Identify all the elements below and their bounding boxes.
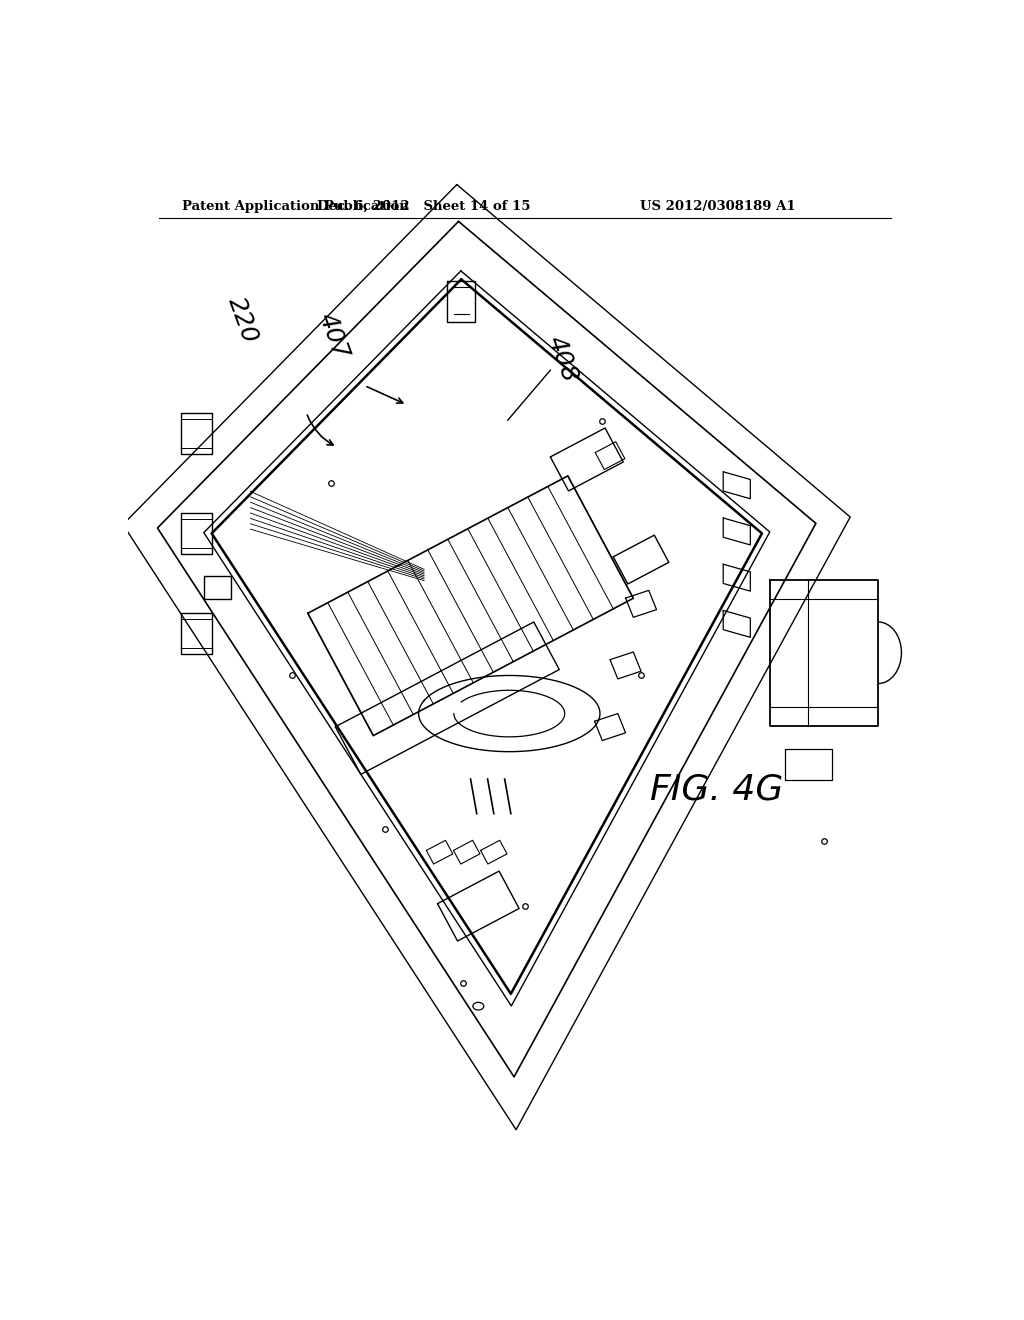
- Text: 408: 408: [543, 333, 582, 385]
- Text: Patent Application Publication: Patent Application Publication: [182, 199, 409, 213]
- Text: FIG. 4G: FIG. 4G: [650, 772, 783, 807]
- Text: US 2012/0308189 A1: US 2012/0308189 A1: [640, 199, 795, 213]
- Text: 407: 407: [314, 309, 353, 362]
- Text: 220: 220: [223, 293, 262, 347]
- Text: Dec. 6, 2012   Sheet 14 of 15: Dec. 6, 2012 Sheet 14 of 15: [317, 199, 530, 213]
